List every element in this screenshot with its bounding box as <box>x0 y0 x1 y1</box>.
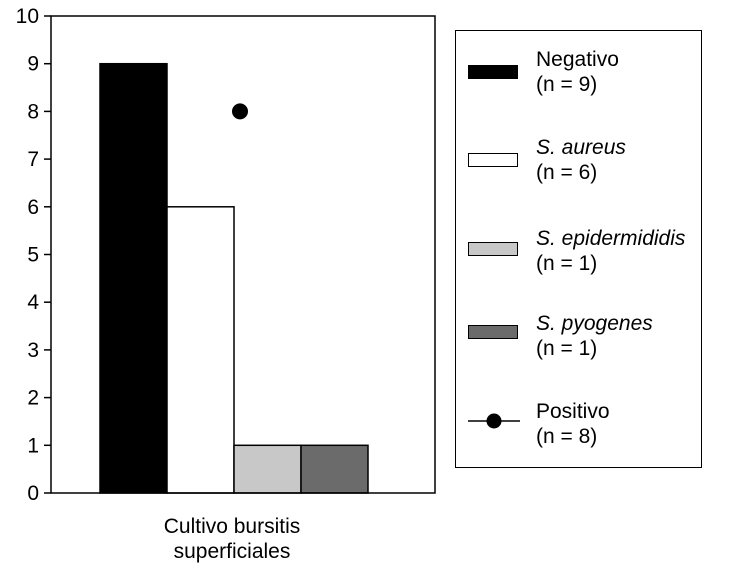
plot-frame <box>50 15 436 494</box>
legend-label-s-aureus: S. aureus <box>536 136 626 159</box>
y-tick-label-2: 2 <box>27 387 39 410</box>
bar-s-pyogenes <box>300 444 369 494</box>
legend-swatch-s-pyogenes <box>468 325 518 339</box>
legend-text-s-pyogenes: S. pyogenes (n = 1) <box>536 311 653 361</box>
legend-item-positivo: Positivo (n = 8) <box>456 399 701 459</box>
legend-label-negativo: Negativo <box>536 48 619 71</box>
legend-marker-positivo <box>468 413 520 429</box>
y-tick-label-0: 0 <box>27 482 39 505</box>
legend-swatch-negativo <box>468 65 518 79</box>
legend-count-negativo: (n = 9) <box>536 73 598 96</box>
points <box>232 103 248 120</box>
y-tick-label-6: 6 <box>27 196 39 219</box>
y-tick-label-1: 1 <box>27 434 39 457</box>
legend-swatch-s-aureus <box>468 153 518 167</box>
y-tick-label-8: 8 <box>27 100 39 123</box>
legend-count-s-aureus: (n = 6) <box>536 161 598 184</box>
legend-label-positivo: Positivo <box>536 400 610 423</box>
legend-count-s-pyogenes: (n = 1) <box>536 337 598 360</box>
legend-swatch-s-epidermididis <box>468 242 518 256</box>
legend-count-s-epidermididis: (n = 1) <box>536 252 598 275</box>
legend-text-s-aureus: S. aureus (n = 6) <box>536 135 626 185</box>
legend-label-s-pyogenes: S. pyogenes <box>536 312 653 335</box>
y-tick-label-5: 5 <box>27 244 39 267</box>
bar-s-aureus <box>166 206 235 494</box>
legend-text-positivo: Positivo (n = 8) <box>536 399 610 449</box>
legend-count-positivo: (n = 8) <box>536 425 598 448</box>
y-tick-label-3: 3 <box>27 339 39 362</box>
bar-chart: 0 1 2 3 4 5 6 7 8 9 10 Cultivo bursitis superficia… <box>16 5 436 563</box>
legend-text-s-epidermididis: S. epidermididis (n = 1) <box>536 226 685 276</box>
legend-item-s-pyogenes: S. pyogenes (n = 1) <box>456 311 701 371</box>
legend-item-negativo: Negativo (n = 9) <box>456 47 701 107</box>
y-axis-ticks: 0 1 2 3 4 5 6 7 8 9 10 <box>16 5 51 505</box>
y-tick-label-7: 7 <box>27 148 39 171</box>
legend-item-s-epidermididis: S. epidermididis (n = 1) <box>456 226 701 286</box>
legend: Negativo (n = 9) S. aureus (n = 6) S. ep… <box>455 30 702 468</box>
bars <box>99 62 369 494</box>
point-positivo <box>232 103 248 120</box>
category-label-line-1: Cultivo bursitis <box>164 515 301 538</box>
y-tick-label-9: 9 <box>27 53 39 76</box>
category-label-line-2: superficiales <box>174 540 291 563</box>
legend-item-s-aureus: S. aureus (n = 6) <box>456 135 701 195</box>
bar-negativo <box>99 62 168 494</box>
legend-label-s-epidermididis: S. epidermididis <box>536 227 686 250</box>
legend-text-negativo: Negativo (n = 9) <box>536 47 619 97</box>
bar-s-epidermididis <box>233 444 302 494</box>
y-tick-label-4: 4 <box>27 291 39 314</box>
y-tick-label-10: 10 <box>16 5 39 28</box>
